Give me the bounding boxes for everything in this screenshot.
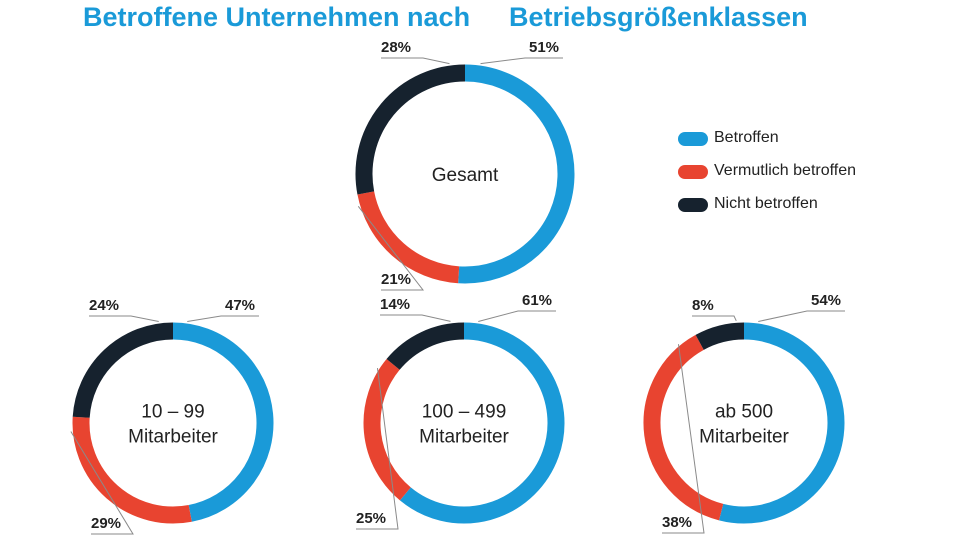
title-part-2: Betriebsgrößenklassen [509, 2, 808, 32]
center-label: 10 – 99 [141, 402, 204, 423]
chart-title: Betroffene Unternehmen nach Betriebsgröß… [0, 0, 960, 40]
donut-segment-nicht-betroffen [695, 322, 745, 350]
donut-segment-vermutlich-betroffen [643, 334, 724, 521]
center-label: Mitarbeiter [699, 427, 789, 448]
value-label: 8% [692, 297, 714, 314]
leader-line [480, 57, 563, 65]
leader-line [478, 310, 556, 322]
leader-line [89, 315, 159, 322]
value-label: 47% [225, 297, 255, 314]
donut-segment-vermutlich-betroffen [363, 358, 411, 501]
value-label: 61% [522, 292, 552, 309]
donut-segment-nicht-betroffen [386, 322, 465, 370]
title-part-1: Betroffene Unternehmen nach [83, 2, 471, 32]
center-label: Mitarbeiter [128, 427, 218, 448]
legend-label: Vermutlich betroffen [714, 162, 857, 179]
center-label: Mitarbeiter [419, 427, 509, 448]
donut-chart: 47% 29% 24% 10 – 99 Mitarbeiter [70, 297, 274, 535]
value-label: 25% [356, 510, 386, 527]
legend-label: Betroffen [714, 129, 779, 146]
value-label: 38% [662, 514, 692, 531]
donut-chart: 61% 25% 14% 100 – 499 Mitarbeiter [356, 292, 565, 530]
donut-segment-betroffen [719, 322, 845, 524]
leader-line [758, 310, 845, 322]
leader-line [70, 431, 134, 535]
leader-line [692, 315, 737, 322]
value-label: 21% [381, 271, 411, 288]
value-label: 51% [529, 39, 559, 56]
center-label: Gesamt [432, 165, 499, 186]
leader-line [380, 314, 451, 322]
legend-label: Nicht betroffen [714, 195, 818, 212]
value-label: 24% [89, 297, 119, 314]
leader-line [187, 315, 259, 322]
value-label: 28% [381, 39, 411, 56]
center-label: ab 500 [715, 402, 773, 423]
donut-segment-betroffen [172, 322, 274, 522]
leader-line [662, 344, 705, 534]
leader-line [381, 57, 450, 65]
donut-segment-vermutlich-betroffen [357, 191, 460, 284]
legend-swatch [678, 198, 708, 212]
center-label: 100 – 499 [422, 402, 507, 423]
donut-segment-nicht-betroffen [355, 64, 466, 195]
donut-segment-nicht-betroffen [72, 322, 174, 418]
value-label: 14% [380, 296, 410, 313]
donut-segment-betroffen [399, 322, 565, 524]
leader-line [357, 206, 425, 291]
legend-swatch [678, 132, 708, 146]
legend-swatch [678, 165, 708, 179]
donut-chart: 51% 21% 28% Gesamt [355, 39, 575, 291]
leader-line [356, 368, 399, 530]
value-label: 29% [91, 515, 121, 532]
donut-segment-betroffen [458, 64, 575, 284]
value-label: 54% [811, 292, 841, 309]
donut-chart: 54% 38% 8% ab 500 Mitarbeiter [643, 292, 845, 534]
donut-segment-vermutlich-betroffen [72, 416, 192, 524]
